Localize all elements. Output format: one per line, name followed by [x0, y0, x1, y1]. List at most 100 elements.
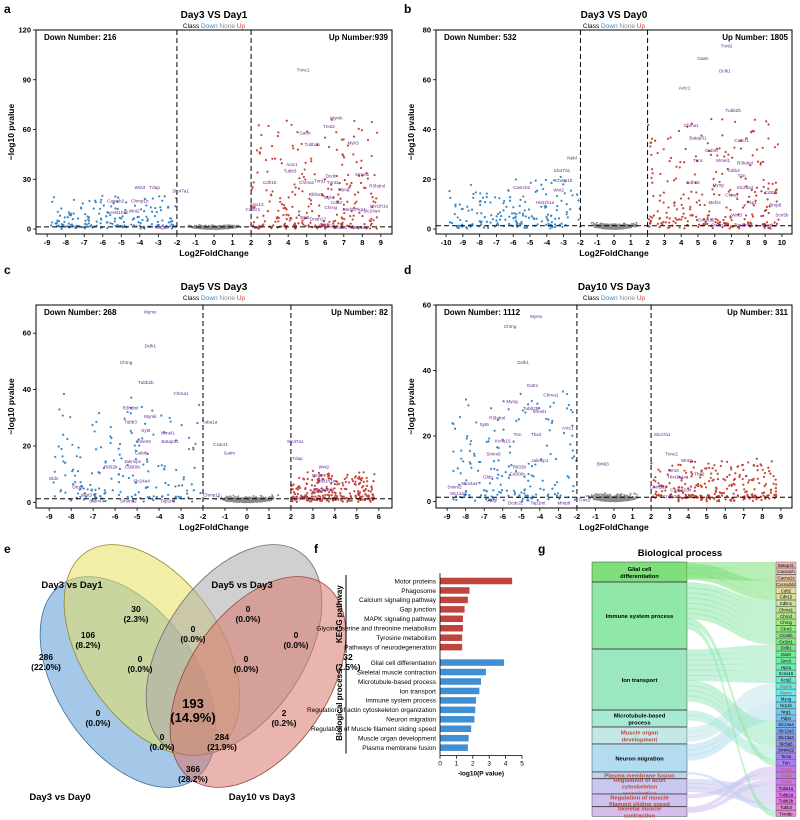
point-up	[668, 482, 671, 485]
point-down	[507, 408, 510, 411]
point-down	[67, 211, 70, 214]
point-up	[753, 118, 756, 121]
point-down	[467, 404, 470, 407]
point-down	[519, 392, 522, 395]
point-none	[612, 497, 615, 500]
point-down	[536, 402, 539, 405]
venn-pct-d103-only: (2.5%)	[335, 662, 360, 672]
point-down	[182, 476, 186, 479]
point-up	[726, 222, 729, 226]
point-down	[469, 439, 473, 443]
point-up	[659, 172, 662, 176]
legend-down-label: Down	[601, 295, 619, 302]
point-up	[669, 156, 673, 160]
point-up	[699, 484, 702, 487]
point-down	[73, 474, 77, 477]
point-up	[684, 147, 687, 151]
point-none	[272, 497, 275, 500]
point-up	[313, 173, 316, 176]
point-down	[79, 481, 82, 484]
point-down	[160, 414, 163, 417]
y-axis-label: −log10 pvalue	[6, 104, 16, 161]
enrichment-bar	[440, 606, 465, 613]
point-up	[773, 146, 777, 149]
point-down	[118, 216, 121, 219]
point-none	[615, 493, 618, 496]
point-down	[163, 468, 166, 471]
gene-label: Tnnc1	[297, 67, 310, 72]
point-down	[117, 447, 120, 450]
point-up	[741, 206, 745, 209]
x-tick-label: 5	[305, 238, 309, 247]
point-up	[682, 207, 685, 210]
point-up	[354, 475, 357, 478]
point-down	[567, 476, 570, 479]
point-up	[268, 200, 271, 203]
gene-label: Tuba1a	[779, 786, 794, 791]
point-up	[279, 197, 282, 200]
point-down	[139, 222, 142, 225]
point-up	[762, 178, 765, 181]
point-down	[84, 213, 87, 216]
point-up	[777, 218, 780, 221]
point-down	[76, 470, 80, 473]
point-down	[168, 416, 171, 420]
point-down	[146, 485, 149, 489]
point-down	[577, 199, 580, 202]
point-down	[186, 492, 189, 495]
point-down	[76, 492, 80, 495]
x-tick-label: 5	[355, 512, 359, 521]
enrichment-bar	[440, 625, 463, 632]
point-up	[357, 500, 360, 503]
term-label-line: Glial cell	[628, 567, 652, 573]
gene-label: Slc13a2	[778, 735, 794, 740]
point-up	[340, 499, 343, 502]
point-up	[714, 469, 717, 472]
point-up	[292, 147, 295, 150]
gene-label: R3hdml	[369, 184, 385, 189]
gene-label: Top1mt	[530, 501, 546, 506]
point-down	[518, 204, 521, 207]
point-up	[751, 154, 754, 157]
gene-label: Chrng	[780, 620, 792, 625]
point-down	[66, 437, 69, 441]
legend-class-label: Class	[583, 23, 601, 30]
point-up	[358, 475, 361, 478]
point-down	[74, 226, 78, 230]
venn-count-d53-d30-d103: 0	[160, 732, 165, 742]
point-up	[342, 154, 345, 157]
gene-box	[775, 702, 797, 709]
point-down	[84, 222, 87, 226]
point-down	[102, 204, 105, 207]
point-down	[60, 207, 63, 210]
legend-up-label: Up	[637, 23, 646, 30]
point-none	[593, 223, 596, 225]
point-up	[327, 477, 330, 480]
gene-label: Nrg1	[781, 709, 791, 714]
gene-label: Tubb2b	[138, 380, 154, 385]
gene-label: Dcdc2c	[508, 501, 524, 506]
point-down	[103, 489, 106, 492]
point-down	[556, 204, 559, 208]
point-down	[109, 425, 112, 429]
point-none	[225, 500, 228, 502]
point-down	[549, 227, 552, 230]
point-down	[109, 441, 112, 445]
point-up	[665, 216, 669, 219]
point-none	[237, 224, 240, 227]
point-down	[66, 225, 69, 228]
gene-box	[775, 759, 797, 766]
x-tick-label: -5	[134, 512, 141, 521]
point-down	[50, 221, 54, 224]
y-tick-label: 0	[27, 498, 31, 507]
point-down	[503, 199, 506, 203]
gene-label: Dclk1	[719, 68, 731, 73]
point-up	[301, 221, 304, 224]
point-up	[752, 130, 756, 133]
x-tick-label: 4	[686, 512, 691, 521]
point-down	[90, 499, 94, 502]
term-label-line: Plasma membrane fusion	[604, 774, 675, 780]
point-down	[90, 488, 93, 491]
point-up	[756, 160, 760, 163]
point-up	[333, 491, 336, 494]
